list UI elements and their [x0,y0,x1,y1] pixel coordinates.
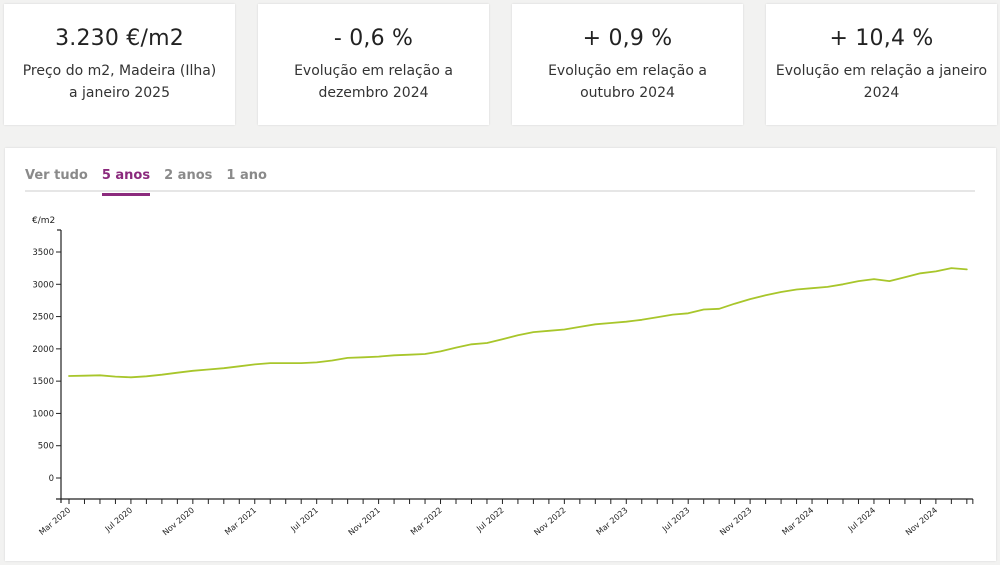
price-series-line[interactable] [68,267,968,379]
y-tick-label: 500 [38,442,54,452]
y-tick-label: 1000 [32,409,54,419]
price-chart-panel: Ver tudo 5 anos 2 anos 1 ano €/m2 0 500 100… [5,148,996,561]
price-description: Preço do m2, Madeira (Ilha) a janeiro 20… [22,63,217,101]
x-tick-label: Jul 2024 [846,506,877,534]
period-tabs: Ver tudo 5 anos 2 anos 1 ano [25,168,975,196]
y-tick-label: 3500 [32,248,54,258]
quarterly-change-description: Evolução em relação a outubro 2024 [548,63,707,101]
price-line-chart: €/m2 0 500 1000 1500 2000 2500 3000 3500 Mar 2020… [32,216,974,538]
y-tick-label: 1500 [32,377,54,387]
x-tick-label: Mar 2022 [409,506,444,537]
x-tick-label: Mar 2021 [223,506,258,537]
quarterly-change-value: + 0,9 % [582,26,673,51]
monthly-change-value: - 0,6 % [333,26,414,51]
tab-5-years[interactable]: 5 anos [101,168,151,196]
yearly-change-description: Evolução em relação a janeiro 2024 [775,63,988,101]
x-tick-label: Nov 2020 [161,506,196,538]
x-tick-label: Nov 2021 [347,506,382,538]
tab-2-years[interactable]: 2 anos [164,168,213,183]
x-tick-label: Mar 2023 [595,506,630,537]
x-tick-label: Nov 2023 [718,506,753,538]
x-tick-label: Nov 2022 [532,506,567,538]
stat-card-quarterly-change: + 0,9 % Evolução em relação a outubro 20… [512,4,743,125]
x-tick-label: Mar 2024 [780,506,815,537]
stat-card-yearly-change: + 10,4 % Evolução em relação a janeiro 2… [766,4,997,125]
y-tick-label: 3000 [32,280,54,290]
x-tick-label: Jul 2022 [474,506,505,534]
y-tick-label: 2500 [32,313,54,323]
x-tick-label: Nov 2024 [904,506,939,538]
tab-1-year[interactable]: 1 ano [226,168,267,183]
x-tick-label: Jul 2021 [288,506,319,534]
price-value: 3.230 €/m2 [55,26,184,51]
x-tick-label: Jul 2023 [660,506,691,534]
yearly-change-value: + 10,4 % [829,26,934,51]
x-tick-label: Jul 2020 [103,506,134,534]
monthly-change-description: Evolução em relação a dezembro 2024 [294,63,453,101]
stat-card-monthly-change: - 0,6 % Evolução em relação a dezembro 2… [258,4,489,125]
tab-all[interactable]: Ver tudo [25,168,88,183]
y-axis-label: €/m2 [32,216,55,226]
x-tick-label: Mar 2020 [37,506,72,537]
y-tick-label: 0 [49,474,54,484]
stat-card-price: 3.230 €/m2 Preço do m2, Madeira (Ilha) a… [4,4,235,125]
y-tick-label: 2000 [32,345,54,355]
